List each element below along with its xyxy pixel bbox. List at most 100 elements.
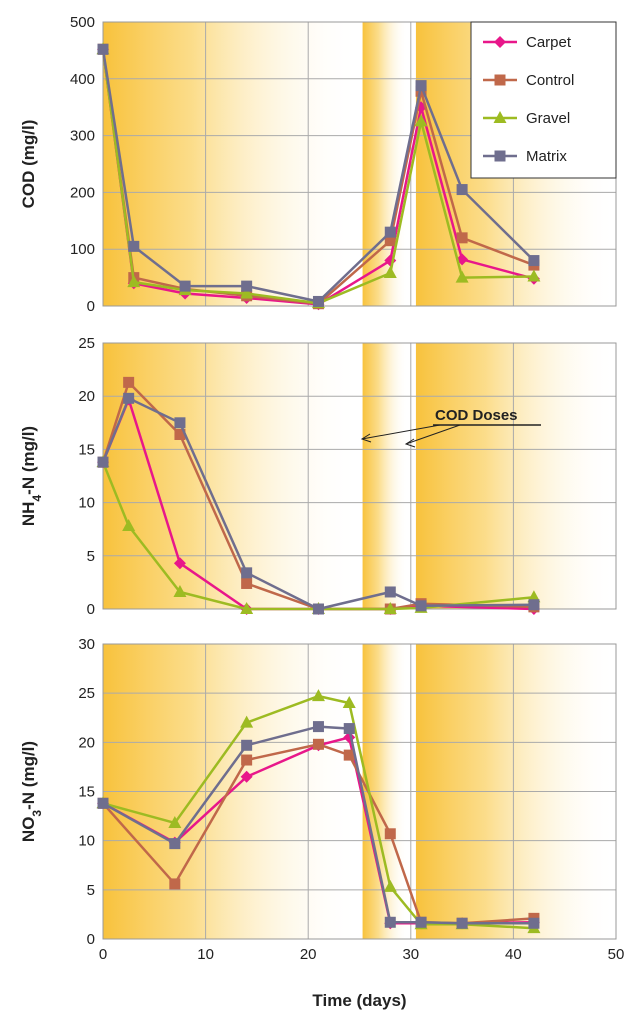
- data-point-matrix: [528, 255, 540, 267]
- y-axis-title: COD (mg/l): [19, 120, 38, 209]
- data-point-gravel: [240, 715, 254, 728]
- legend-item-carpet: Carpet: [483, 34, 572, 51]
- annotation-cod-doses: COD Doses: [360, 407, 541, 448]
- data-point-gravel: [240, 602, 254, 614]
- annotation-label: COD Doses: [435, 407, 518, 424]
- y-tick-label: 0: [87, 931, 95, 948]
- data-point-gravel: [383, 602, 397, 614]
- data-point-matrix: [456, 184, 468, 196]
- legend: Carpet Control Gravel Matrix: [470, 21, 617, 179]
- data-point-matrix: [312, 295, 324, 307]
- y-tick-label: 100: [70, 241, 95, 258]
- dose-band: [362, 343, 408, 609]
- y-tick-label: 20: [78, 734, 95, 751]
- data-point-matrix: [528, 917, 540, 929]
- data-point-matrix: [384, 226, 396, 238]
- y-tick-label: 0: [87, 601, 95, 618]
- data-point-control: [241, 754, 253, 766]
- data-point-gravel: [168, 815, 182, 828]
- series-matrix: [97, 721, 540, 929]
- y-tick-label: 30: [78, 636, 95, 653]
- legend-label: Matrix: [526, 148, 567, 165]
- data-point-gravel: [173, 584, 187, 597]
- y-tick-label: 10: [78, 833, 95, 850]
- dose-band: [103, 343, 360, 609]
- y-tick-label: 200: [70, 184, 95, 201]
- data-point-matrix: [343, 723, 355, 735]
- data-point-gravel: [127, 275, 141, 288]
- x-tick-label: 50: [608, 946, 625, 963]
- legend-marker: [494, 150, 506, 162]
- data-point-matrix: [241, 280, 253, 292]
- data-point-matrix: [241, 739, 253, 751]
- x-axis-title: Time (days): [312, 991, 406, 1010]
- series-matrix: [97, 43, 540, 307]
- data-point-matrix: [415, 916, 427, 928]
- plot-frame: [102, 643, 617, 940]
- data-point-matrix: [528, 599, 540, 611]
- data-point-control: [174, 429, 186, 441]
- legend-label: Gravel: [526, 110, 570, 127]
- y-tick-label: 300: [70, 128, 95, 145]
- data-point-matrix: [97, 43, 109, 55]
- data-point-gravel: [240, 286, 254, 299]
- legend-marker: [493, 111, 507, 123]
- data-point-carpet: [240, 770, 253, 783]
- data-point-gravel: [122, 519, 136, 532]
- data-point-control: [456, 232, 468, 244]
- y-tick-label: 10: [78, 495, 95, 512]
- x-tick-label: 20: [300, 946, 317, 963]
- data-point-carpet: [173, 557, 186, 570]
- dose-band: [103, 22, 360, 306]
- data-point-matrix: [97, 797, 109, 809]
- data-point-control: [241, 577, 253, 589]
- y-tick-label: 15: [78, 784, 95, 801]
- data-point-gravel: [342, 696, 356, 708]
- legend-marker: [494, 74, 506, 86]
- data-point-matrix: [174, 417, 186, 429]
- dose-band: [415, 343, 616, 609]
- data-point-gravel: [383, 266, 397, 279]
- y-tick-label: 0: [87, 298, 95, 315]
- data-point-matrix: [312, 721, 324, 733]
- y-tick-label: 25: [78, 335, 95, 352]
- x-tick-label: 0: [99, 946, 107, 963]
- data-point-matrix: [97, 456, 109, 468]
- legend-item-matrix: Matrix: [483, 148, 567, 165]
- data-point-gravel: [311, 689, 325, 702]
- data-point-gravel: [455, 270, 469, 283]
- y-tick-label: 400: [70, 71, 95, 88]
- annotation-arrowhead: [360, 433, 372, 443]
- data-point-matrix: [384, 916, 396, 928]
- legend-item-control: Control: [483, 72, 574, 89]
- legend-label: Carpet: [526, 34, 572, 51]
- data-point-matrix: [312, 603, 324, 615]
- x-tick-label: 10: [197, 946, 214, 963]
- annotation-arrow: [405, 424, 461, 445]
- data-point-control: [384, 235, 396, 247]
- y-tick-label: 5: [87, 882, 95, 899]
- x-tick-label: 40: [505, 946, 522, 963]
- data-point-gravel: [383, 879, 397, 892]
- legend-label: Control: [526, 72, 574, 89]
- legend-item-gravel: Gravel: [483, 110, 570, 127]
- y-axis-title: NO3-N (mg/l): [19, 741, 44, 842]
- data-point-matrix: [179, 280, 191, 292]
- panel-cod: 0 100 200 300 400 500 COD (mg/l) Carpet Control G…: [19, 14, 617, 315]
- data-point-control: [384, 828, 396, 840]
- data-point-control: [169, 878, 181, 890]
- annotation-arrow: [361, 424, 441, 440]
- data-point-control: [343, 749, 355, 761]
- data-point-matrix: [128, 240, 140, 252]
- data-point-control: [312, 738, 324, 750]
- data-point-matrix: [241, 567, 253, 579]
- panel-nh4-n: 0 5 10 15 20 25 NH4-N (mg/l) COD Doses: [19, 335, 617, 618]
- data-point-matrix: [415, 600, 427, 612]
- legend-marker: [494, 36, 506, 48]
- data-point-matrix: [456, 917, 468, 929]
- y-tick-label: 20: [78, 388, 95, 405]
- y-axis-title: NH4-N (mg/l): [19, 426, 44, 526]
- y-tick-label: 5: [87, 548, 95, 565]
